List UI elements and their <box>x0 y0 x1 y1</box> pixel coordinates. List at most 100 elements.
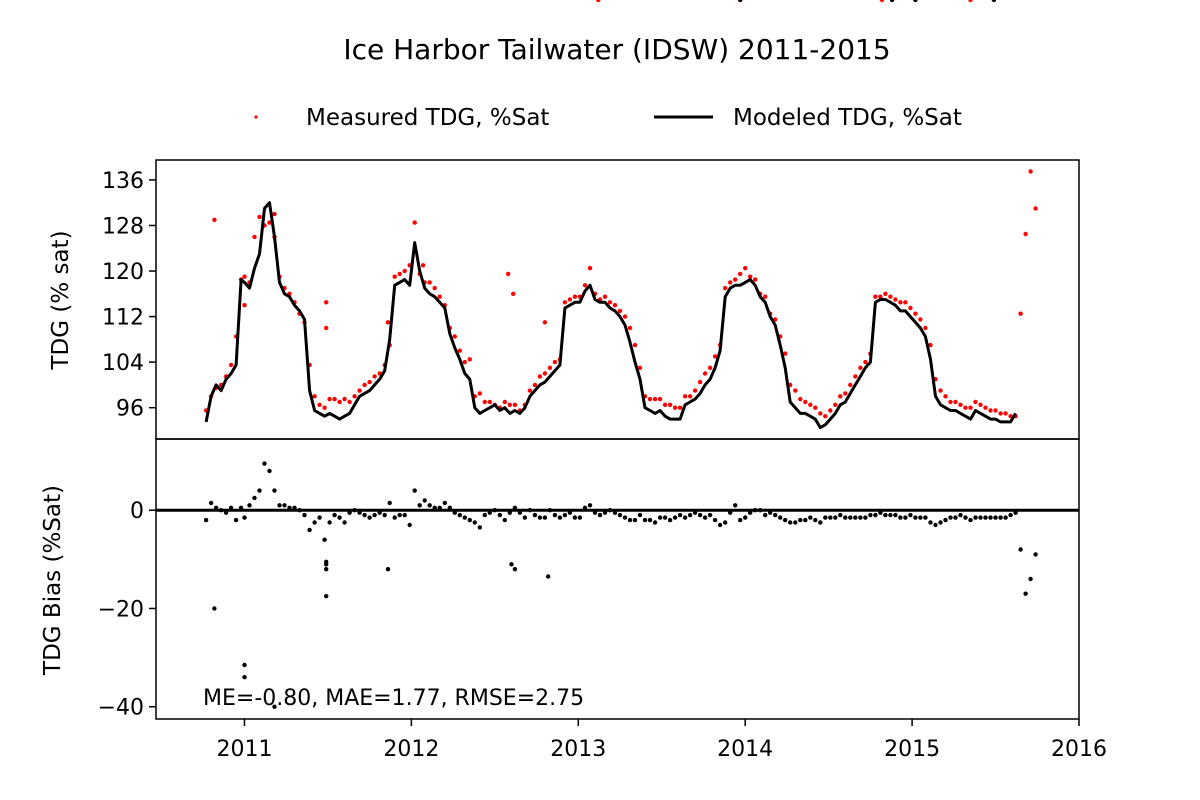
measured-point <box>457 348 462 353</box>
measured-point <box>352 394 357 399</box>
bias-point <box>512 567 518 572</box>
bias-point <box>402 512 407 518</box>
bias-point <box>487 510 492 515</box>
measured-point <box>879 0 885 3</box>
bias-point <box>228 505 234 510</box>
measured-point <box>324 325 329 331</box>
bias-point <box>552 512 558 518</box>
tdg-plot-area <box>203 0 1038 430</box>
measured-point <box>657 396 663 402</box>
measured-point <box>958 402 963 407</box>
bias-point <box>738 0 743 3</box>
bias-point <box>507 510 512 515</box>
measured-point <box>607 300 613 305</box>
bias-point <box>302 512 307 518</box>
bias-point <box>567 510 573 515</box>
measured-point <box>998 411 1003 416</box>
measured-point <box>883 291 888 296</box>
measured-point <box>938 388 943 393</box>
bias-point <box>833 515 838 520</box>
bias-point <box>712 517 718 523</box>
bias-point <box>903 515 908 520</box>
bias-point <box>332 512 337 518</box>
bias-point <box>337 515 342 520</box>
bias-point <box>292 505 297 510</box>
x-tick-label: 2015 <box>884 737 940 762</box>
measured-point <box>242 303 247 308</box>
bias-y-tick-label: −40 <box>98 696 144 721</box>
bias-point <box>953 515 958 520</box>
measured-point <box>242 274 247 279</box>
bias-point <box>238 505 244 510</box>
bias-point <box>893 512 898 518</box>
measured-point <box>728 280 733 285</box>
measured-point <box>687 394 693 399</box>
bias-point <box>477 525 482 530</box>
bias-point <box>773 512 778 518</box>
bias-point <box>422 498 427 503</box>
bias-point <box>387 500 392 506</box>
bias-point <box>898 515 903 520</box>
chart-title: Ice Harbor Tailwater (IDSW) 2011-2015 <box>343 33 890 66</box>
bias-point <box>918 515 923 520</box>
bias-point <box>582 505 588 510</box>
bias-point <box>963 515 968 520</box>
measured-point <box>612 303 618 308</box>
bias-point <box>717 522 723 528</box>
bias-point <box>748 510 753 515</box>
measured-point <box>707 365 713 370</box>
bias-point <box>652 520 658 525</box>
measured-point <box>878 294 883 299</box>
bias-point <box>382 512 387 518</box>
bias-point <box>362 512 367 518</box>
bias-point <box>983 515 988 520</box>
bias-point <box>242 662 247 668</box>
bias-point <box>753 508 758 513</box>
bias-point <box>233 517 239 523</box>
measured-point <box>823 414 828 419</box>
measured-point <box>863 359 868 365</box>
measured-point <box>372 374 377 379</box>
bias-point <box>702 515 708 520</box>
bias-point <box>743 515 748 520</box>
measured-point <box>968 405 973 410</box>
bias-point <box>287 505 292 510</box>
measured-point <box>928 342 933 348</box>
bias-point <box>297 508 302 513</box>
x-tick-label: 2012 <box>383 737 439 762</box>
bias-y-tick-label: 0 <box>130 499 144 524</box>
measured-point <box>427 280 432 285</box>
measured-point <box>672 405 678 410</box>
measured-point <box>477 391 482 396</box>
bias-point <box>522 515 528 520</box>
measured-point <box>532 382 538 388</box>
bias-point <box>512 505 518 510</box>
bias-point <box>938 520 943 525</box>
bias-point <box>472 520 477 525</box>
bias-panel-frame <box>155 438 1080 720</box>
bias-point <box>1033 552 1038 557</box>
measured-point <box>702 371 708 376</box>
bias-point <box>547 508 553 513</box>
bias-point <box>707 512 713 518</box>
bias-point <box>1003 515 1008 520</box>
measured-point <box>1023 231 1028 237</box>
bias-point <box>888 512 893 518</box>
measured-point <box>913 311 918 316</box>
bias-point <box>307 527 312 533</box>
bias-point <box>517 510 523 515</box>
bias-plot-area <box>156 0 1079 709</box>
bias-point <box>417 503 422 508</box>
measured-point <box>697 379 703 385</box>
measured-point <box>753 277 758 282</box>
bias-point <box>662 515 668 520</box>
bias-point <box>272 488 277 493</box>
bias-point <box>312 520 317 525</box>
measured-point <box>848 382 853 388</box>
measured-point <box>908 305 913 311</box>
bias-point <box>647 517 653 523</box>
bias-point <box>602 510 608 515</box>
bias-point <box>998 515 1003 520</box>
bias-point <box>1008 512 1013 518</box>
measured-point <box>622 314 628 319</box>
